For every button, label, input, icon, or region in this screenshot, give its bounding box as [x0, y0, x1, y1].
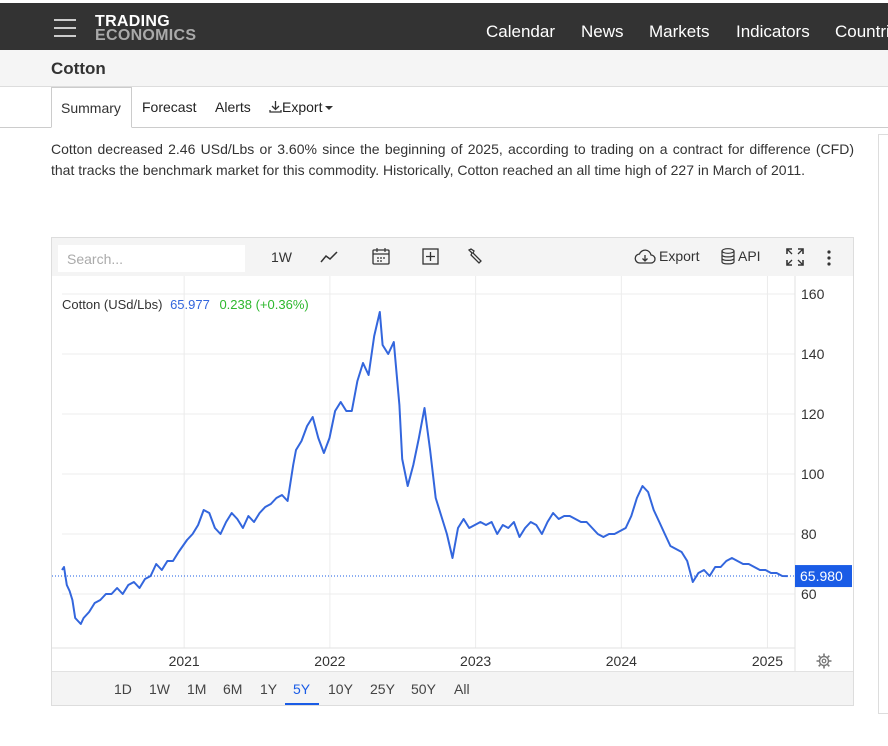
- range-1w[interactable]: 1W: [149, 681, 170, 697]
- range-1y[interactable]: 1Y: [260, 681, 278, 697]
- nav-news[interactable]: News: [581, 22, 624, 41]
- tab-export[interactable]: Export: [269, 99, 334, 115]
- interval-button[interactable]: 1W: [271, 249, 292, 265]
- chart-container: 1W Export API: [51, 237, 854, 706]
- y-tick-label: 160: [801, 286, 825, 302]
- page-title: Cotton: [51, 59, 106, 78]
- y-tick-label: 140: [801, 346, 825, 362]
- chart-legend: Cotton (USd/Lbs) 65.977 0.238 (+0.36%): [62, 297, 309, 312]
- nav-calendar[interactable]: Calendar: [486, 22, 555, 41]
- legend-series-name: Cotton (USd/Lbs): [62, 297, 162, 312]
- legend-change: 0.238 (+0.36%): [219, 297, 308, 312]
- range-all[interactable]: All: [454, 681, 470, 697]
- site-logo[interactable]: TRADING ECONOMICS: [95, 13, 197, 44]
- wrench-icon[interactable]: [466, 248, 483, 265]
- x-tick-label: 2023: [460, 653, 491, 669]
- chart-search-input[interactable]: [58, 245, 245, 272]
- title-bar: Cotton: [0, 50, 888, 87]
- logo-line2: ECONOMICS: [95, 27, 197, 44]
- y-tick-label: 120: [801, 406, 825, 422]
- range-1m[interactable]: 1M: [187, 681, 207, 697]
- series-line-cotton: [61, 311, 788, 625]
- y-tick-label: 80: [801, 526, 817, 542]
- chart-grid: [52, 276, 796, 671]
- tab-row: Summary Forecast Alerts Export: [0, 87, 888, 128]
- top-navbar: TRADING ECONOMICS Calendar News Markets …: [0, 0, 888, 50]
- database-icon[interactable]: [721, 248, 735, 265]
- last-value-badge: 65.980: [795, 565, 852, 588]
- y-tick-label: 100: [801, 466, 825, 482]
- y-axis: 60 80 100 120 140 160: [801, 286, 825, 602]
- add-indicator-icon[interactable]: [422, 248, 439, 265]
- x-tick-label: 2022: [314, 653, 345, 669]
- range-selector: 1D 1W 1M 6M 1Y 5Y 10Y 25Y 50Y All: [52, 671, 853, 705]
- range-6m[interactable]: 6M: [223, 681, 243, 697]
- x-tick-label: 2021: [169, 653, 200, 669]
- caret-down-icon: [325, 106, 334, 111]
- line-chart-icon[interactable]: [320, 250, 338, 264]
- range-25y[interactable]: 25Y: [370, 681, 395, 697]
- svg-text:Cotton (USd/Lbs) 65.97: Cotton (USd/Lbs) 65.977 0.238 (+0.36%): [62, 297, 309, 312]
- fullscreen-icon[interactable]: [786, 248, 804, 266]
- tab-export-label: Export: [282, 99, 323, 115]
- tab-summary[interactable]: Summary: [51, 87, 132, 128]
- chart-toolbar: 1W Export API: [52, 238, 853, 276]
- calendar-icon[interactable]: [372, 247, 390, 265]
- range-50y[interactable]: 50Y: [411, 681, 436, 697]
- last-value-label: 65.980: [800, 568, 843, 584]
- range-5y[interactable]: 5Y: [293, 681, 311, 697]
- menu-icon[interactable]: [54, 19, 76, 37]
- active-range-indicator: [285, 703, 319, 705]
- sidebar-panel: [878, 134, 888, 714]
- x-axis: 2021 2022 2023 2024 2025: [169, 653, 784, 669]
- line-chart[interactable]: 60 80 100 120 140 160 2021 2022 2023 2024 2025 65…: [52, 276, 853, 671]
- api-button[interactable]: API: [738, 248, 761, 264]
- range-1d[interactable]: 1D: [114, 681, 132, 697]
- x-tick-label: 2024: [606, 653, 637, 669]
- x-tick-label: 2025: [752, 653, 783, 669]
- nav-countries[interactable]: Countri: [835, 22, 888, 41]
- tab-alerts[interactable]: Alerts: [215, 99, 251, 115]
- gear-icon[interactable]: [816, 653, 832, 669]
- y-tick-label: 60: [801, 586, 817, 602]
- nav-markets[interactable]: Markets: [649, 22, 710, 41]
- cloud-download-icon[interactable]: [634, 249, 656, 265]
- nav-indicators[interactable]: Indicators: [736, 22, 810, 41]
- logo-line1: TRADING: [95, 13, 170, 30]
- legend-value: 65.977: [170, 297, 210, 312]
- range-10y[interactable]: 10Y: [328, 681, 353, 697]
- download-icon: [269, 101, 282, 113]
- export-button[interactable]: Export: [659, 248, 700, 264]
- tab-forecast[interactable]: Forecast: [142, 99, 197, 115]
- summary-text: Cotton decreased 2.46 USd/Lbs or 3.60% s…: [51, 141, 854, 178]
- more-options-icon[interactable]: [826, 250, 832, 266]
